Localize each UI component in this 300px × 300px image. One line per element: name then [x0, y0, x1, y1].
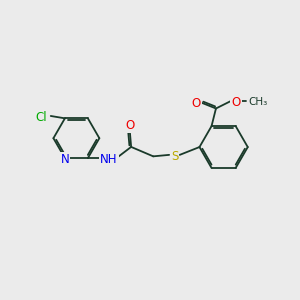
- Text: NH: NH: [100, 153, 118, 166]
- Text: Cl: Cl: [36, 111, 47, 124]
- Text: O: O: [231, 96, 241, 109]
- Text: O: O: [125, 119, 134, 132]
- Text: O: O: [191, 97, 201, 110]
- Text: CH₃: CH₃: [248, 97, 268, 107]
- Text: S: S: [171, 150, 178, 163]
- Text: N: N: [61, 153, 69, 166]
